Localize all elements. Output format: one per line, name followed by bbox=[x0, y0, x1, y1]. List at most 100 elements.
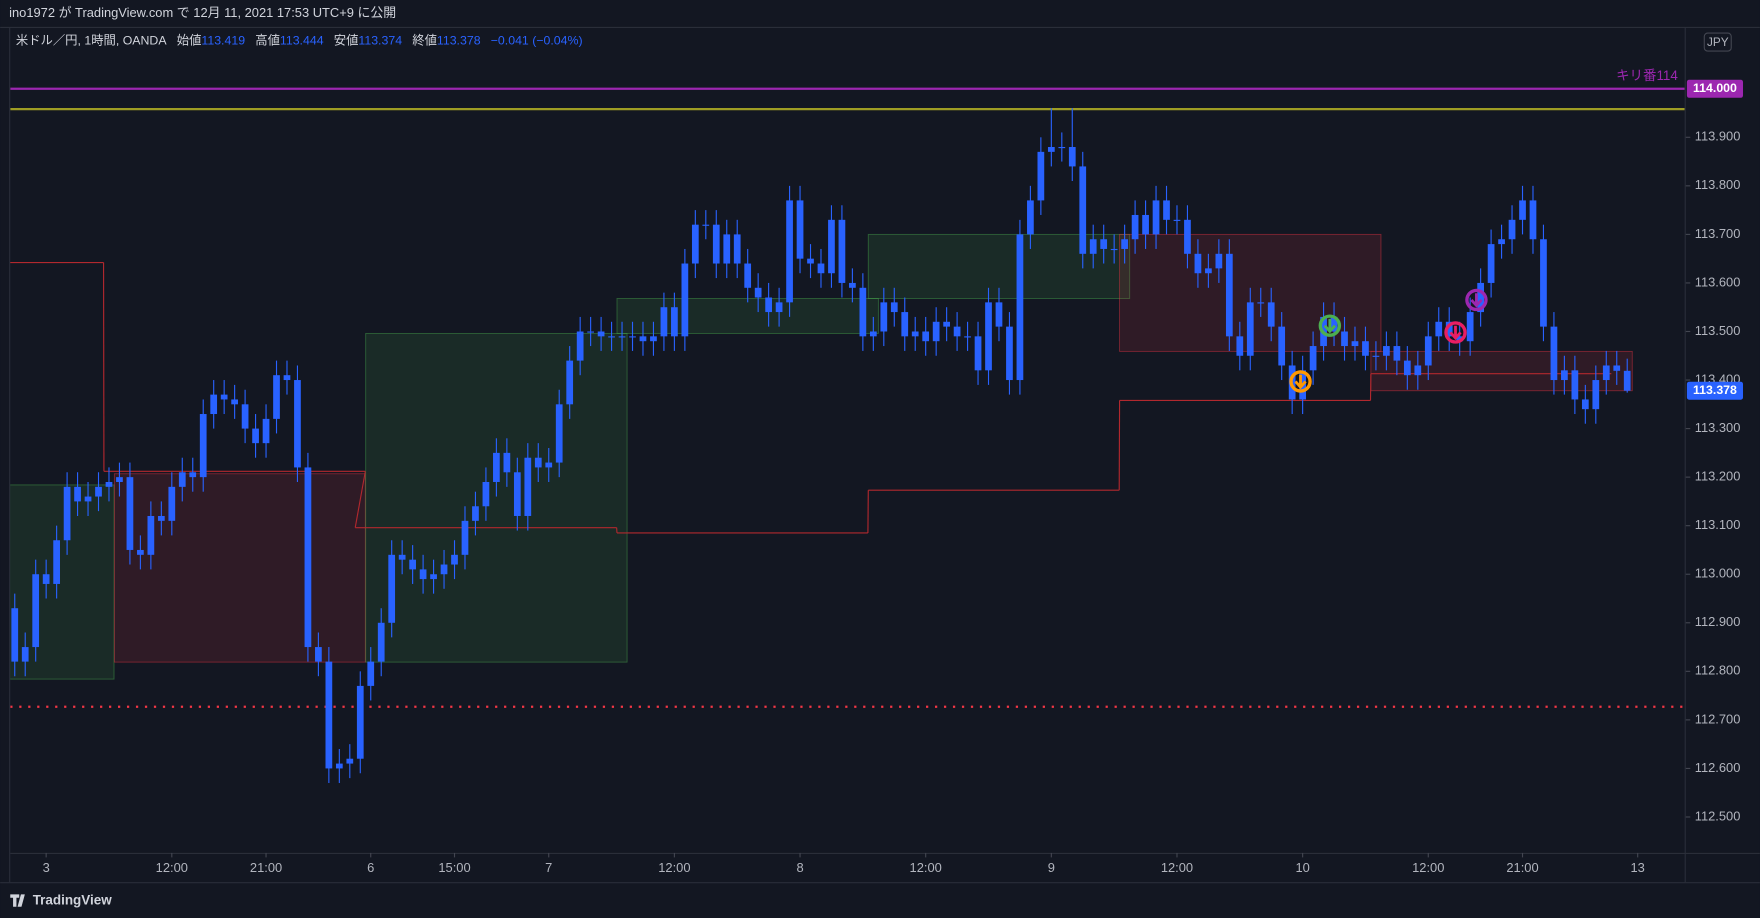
candle-body bbox=[461, 520, 469, 555]
candle-body bbox=[545, 462, 553, 468]
y-tick-label: 113.600 bbox=[1695, 274, 1741, 289]
y-tick-label: 113.800 bbox=[1695, 177, 1741, 192]
candle-body bbox=[356, 685, 364, 759]
candle-body bbox=[1184, 219, 1191, 254]
candle-body bbox=[1435, 321, 1443, 337]
y-tick-label: 113.300 bbox=[1695, 420, 1741, 435]
candle-body bbox=[869, 331, 877, 337]
y-tick-label: 113.900 bbox=[1695, 129, 1741, 144]
candle-body bbox=[943, 321, 950, 327]
candle-body bbox=[147, 515, 155, 555]
x-tick-label: 12:00 bbox=[1161, 860, 1193, 875]
candle-body bbox=[1540, 239, 1547, 327]
candle-body bbox=[1037, 151, 1045, 201]
candle-body bbox=[451, 554, 458, 565]
candle-body bbox=[765, 297, 772, 313]
candle-body bbox=[440, 564, 448, 575]
candle-body bbox=[1131, 214, 1139, 240]
candle-body bbox=[1519, 200, 1526, 220]
candle-body bbox=[53, 540, 60, 584]
candle-body bbox=[1110, 248, 1118, 251]
signal bbox=[1465, 288, 1488, 312]
candle-body bbox=[1027, 200, 1034, 235]
candle-body bbox=[1424, 336, 1432, 366]
candle-body bbox=[273, 375, 280, 419]
candle-body bbox=[398, 554, 406, 560]
signal-ring bbox=[1289, 370, 1312, 393]
axes: 112.500 112.600 112.700 112.800 112.900 113.0… bbox=[43, 129, 1741, 875]
x-tick-label: 12:00 bbox=[910, 860, 942, 875]
candle-body bbox=[157, 515, 165, 521]
legend-value: 113.378 bbox=[437, 34, 481, 48]
candle-body bbox=[409, 559, 416, 570]
candle-body bbox=[1278, 326, 1286, 366]
candle-body bbox=[367, 661, 375, 686]
candle-body bbox=[105, 481, 113, 487]
y-tick-label: 113.700 bbox=[1695, 226, 1741, 241]
signal bbox=[1318, 314, 1342, 337]
candle-body bbox=[1100, 239, 1108, 249]
candle-body bbox=[472, 506, 479, 521]
signal bbox=[1444, 321, 1467, 344]
price-tag bbox=[1686, 381, 1744, 400]
candle-body bbox=[241, 404, 249, 429]
candle-body bbox=[901, 312, 909, 337]
zone bbox=[616, 298, 879, 334]
candle-body bbox=[650, 336, 657, 342]
candle-body bbox=[283, 375, 291, 381]
x-tick-label: 12:00 bbox=[1412, 860, 1444, 875]
legend-change: −0.041 (−0.04%) bbox=[491, 34, 583, 48]
candle-body bbox=[629, 336, 636, 338]
candle-body bbox=[116, 477, 123, 482]
candle-body bbox=[346, 758, 354, 764]
x-tick-label: 7 bbox=[545, 860, 552, 875]
x-tick-label: 6 bbox=[367, 860, 374, 875]
y-tick-label: 113.000 bbox=[1695, 566, 1741, 581]
candle-body bbox=[513, 472, 521, 516]
candle-body bbox=[262, 418, 270, 444]
zone bbox=[365, 332, 628, 663]
y-tick-label: 112.900 bbox=[1695, 614, 1741, 629]
candle-body bbox=[775, 302, 783, 313]
zone bbox=[113, 473, 366, 663]
currency-box[interactable] bbox=[1703, 32, 1732, 52]
candle-body bbox=[608, 336, 615, 338]
x-tick-label: 21:00 bbox=[1506, 860, 1538, 875]
x-tick-label: 21:00 bbox=[250, 860, 282, 875]
signal-ring bbox=[1318, 314, 1342, 337]
candle-body bbox=[21, 647, 29, 662]
candle-body bbox=[995, 302, 1003, 327]
candle-body bbox=[859, 287, 867, 337]
candle-body bbox=[74, 486, 81, 502]
candle-body bbox=[1571, 370, 1579, 400]
candle-body bbox=[1079, 166, 1087, 254]
candle-body bbox=[84, 496, 92, 502]
currency[interactable]: JPY bbox=[1707, 36, 1729, 49]
candle-body bbox=[1498, 239, 1505, 245]
candle-body bbox=[11, 608, 19, 662]
candle-body bbox=[1163, 200, 1170, 220]
candle-body bbox=[555, 404, 563, 463]
candle-body bbox=[1456, 336, 1464, 342]
candle-body bbox=[524, 457, 532, 516]
candle-body bbox=[838, 219, 846, 283]
candle-body bbox=[1068, 147, 1076, 167]
candle-body bbox=[430, 574, 437, 580]
y-tick-label: 112.700 bbox=[1695, 711, 1741, 726]
header-text: ino1972 が TradingView.com で 12月 11, 2021… bbox=[9, 5, 396, 20]
legend-label: 始値 bbox=[177, 33, 202, 48]
candle-body bbox=[671, 307, 678, 337]
candle-body bbox=[796, 200, 804, 259]
candle-body bbox=[220, 394, 228, 400]
candle-body bbox=[1445, 321, 1453, 337]
candle-body bbox=[1362, 341, 1369, 356]
symbol-title: 米ドル／円, 1時間, OANDA bbox=[16, 34, 167, 48]
footer-logo: TradingView bbox=[10, 893, 112, 908]
candle-body bbox=[1529, 200, 1537, 240]
candle-body bbox=[1550, 326, 1558, 381]
candle-body bbox=[754, 287, 762, 298]
x-tick-label: 15:00 bbox=[438, 860, 470, 875]
